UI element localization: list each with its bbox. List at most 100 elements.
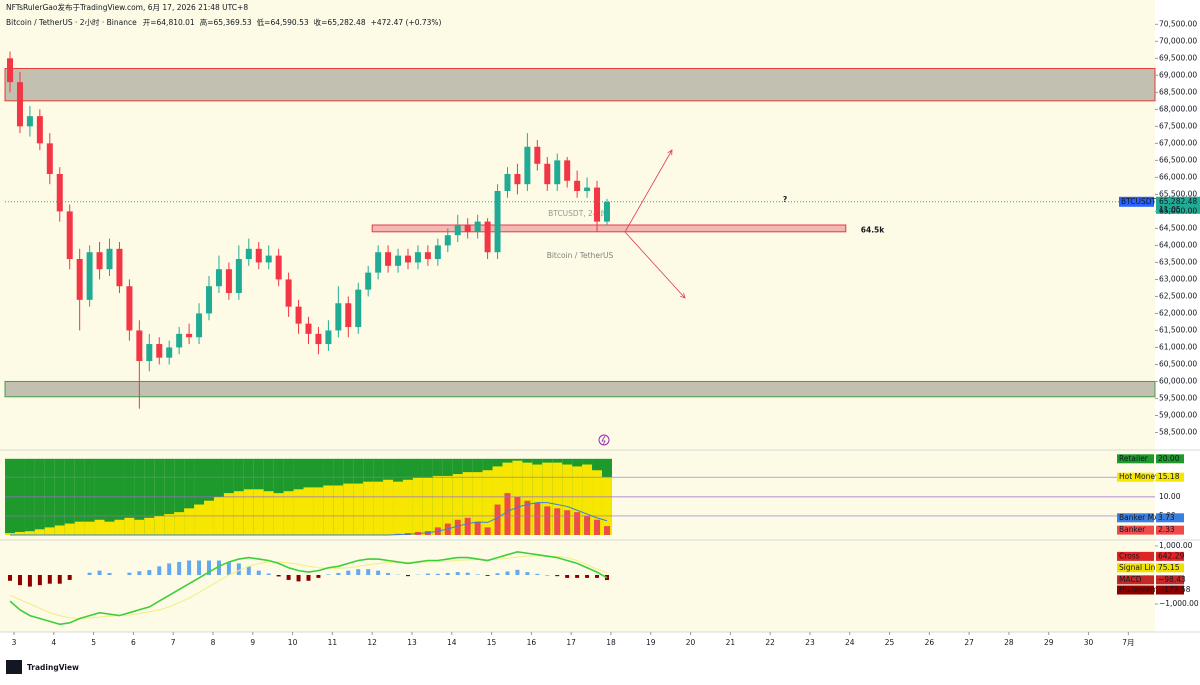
banker-bar	[484, 527, 491, 535]
histogram-bar	[525, 572, 530, 575]
candle-body	[235, 259, 242, 294]
watermark-subtitle: Bitcoin / TetherUS	[547, 251, 614, 260]
y-tick-label: 65,500.00	[1159, 189, 1197, 198]
quote: 开=64,810.01	[143, 18, 195, 27]
y-tick-label: 70,000.00	[1159, 36, 1197, 45]
histogram-bar	[97, 570, 102, 575]
candle-body	[215, 269, 222, 287]
x-tick-label: 28	[1004, 638, 1014, 647]
y-tick-label: 68,000.00	[1159, 104, 1197, 113]
hot-money-bar	[104, 521, 115, 535]
indicator-name: Banker MA	[1119, 513, 1160, 522]
candle-body	[156, 344, 163, 358]
banker-bar	[534, 502, 541, 535]
candle-body	[16, 82, 23, 127]
histogram-bar	[405, 574, 410, 577]
down-arrow	[624, 231, 685, 298]
indicator-name-box	[1117, 472, 1154, 482]
histogram-bar	[515, 569, 520, 575]
candle-body	[136, 330, 143, 362]
candle-body	[395, 255, 402, 266]
histogram-bar	[8, 574, 13, 581]
x-tick-label: 7	[171, 638, 176, 647]
candle-body	[255, 248, 262, 263]
candle-body	[26, 116, 33, 127]
x-tick-label: 20	[686, 638, 696, 647]
candle-body	[534, 146, 541, 164]
indicator-value: 2.33	[1158, 525, 1175, 534]
indicator-name: Cross	[1119, 551, 1140, 560]
histogram-bar	[276, 574, 281, 577]
indicator-name: Retailer	[1119, 454, 1149, 463]
banker-bar	[603, 526, 610, 535]
x-tick-label: 26	[925, 638, 935, 647]
signal-line	[9, 555, 608, 620]
histogram-bar	[495, 573, 500, 575]
banker-bar	[494, 504, 501, 535]
histogram-bar	[207, 560, 212, 575]
candle-body	[385, 252, 392, 266]
publisher: NFTsRulerGao发布于TradingView.com, 6月 17, 2…	[6, 2, 248, 12]
up-arrow	[624, 150, 672, 233]
x-tick-label: 29	[1044, 638, 1054, 647]
histogram-bar	[535, 573, 540, 575]
indicator-value: 20.00	[1158, 454, 1180, 463]
histogram-bar	[475, 574, 480, 575]
candle-body	[404, 255, 411, 263]
histogram-bar	[137, 571, 142, 575]
hot-money-bar	[373, 481, 384, 535]
histogram-bar	[585, 574, 590, 578]
candle-body	[285, 279, 292, 307]
hot-money-bar	[204, 500, 215, 535]
indicator-value-box	[1156, 525, 1184, 535]
candle-body	[7, 58, 14, 83]
candle-body	[146, 344, 153, 362]
hot-money-bar	[383, 479, 394, 535]
banker-bar	[574, 512, 581, 535]
indicator-value: 3.73	[1158, 513, 1175, 522]
y-tick-label: 61,000.00	[1159, 342, 1197, 351]
histogram-bar	[286, 574, 291, 580]
candle-body	[275, 255, 282, 280]
hot-money-bar	[442, 475, 453, 535]
hot-money-bar	[64, 523, 75, 535]
candle-body	[414, 252, 421, 263]
y-tick-label: 63,500.00	[1159, 257, 1197, 266]
candle-body	[594, 187, 601, 222]
histogram-bar	[575, 574, 580, 578]
alert-icon[interactable]	[598, 434, 610, 446]
histogram-bar	[197, 560, 202, 575]
histogram-bar	[47, 574, 52, 584]
x-tick-label: 3	[12, 638, 17, 647]
y-tick-label: 67,500.00	[1159, 121, 1197, 130]
y-tick-label: 58,500.00	[1159, 427, 1197, 436]
hot-money-bar	[462, 472, 473, 535]
candle-body	[345, 303, 352, 328]
y-tick-label: 10.00	[1159, 492, 1181, 501]
histogram-bar	[306, 574, 311, 581]
y-tick-label: 66,500.00	[1159, 155, 1197, 164]
indicator-name-box	[1117, 563, 1154, 573]
hot-money-bar	[194, 504, 205, 535]
hot-money-bar	[134, 519, 145, 535]
histogram-bar	[266, 573, 271, 575]
x-tick-label: 13	[407, 638, 417, 647]
indicator-name-box	[1117, 585, 1154, 595]
indicator-value-box	[1156, 454, 1184, 464]
y-tick-label: −1,000.00	[1159, 599, 1199, 608]
histogram-bar	[336, 572, 341, 575]
histogram-bar	[107, 572, 112, 575]
histogram-bar	[376, 570, 381, 575]
level-label: 64.5k	[861, 225, 886, 234]
histogram-bar	[87, 572, 92, 575]
histogram-bar	[67, 574, 72, 580]
candle-body	[56, 173, 63, 212]
x-tick-label: 27	[964, 638, 974, 647]
hot-money-bar	[522, 462, 533, 535]
indicator-value-box	[1156, 551, 1184, 561]
brand-logo	[6, 660, 22, 674]
zone	[4, 380, 1156, 398]
y-tick-label: 59,000.00	[1159, 410, 1197, 419]
candle-body	[76, 259, 83, 300]
